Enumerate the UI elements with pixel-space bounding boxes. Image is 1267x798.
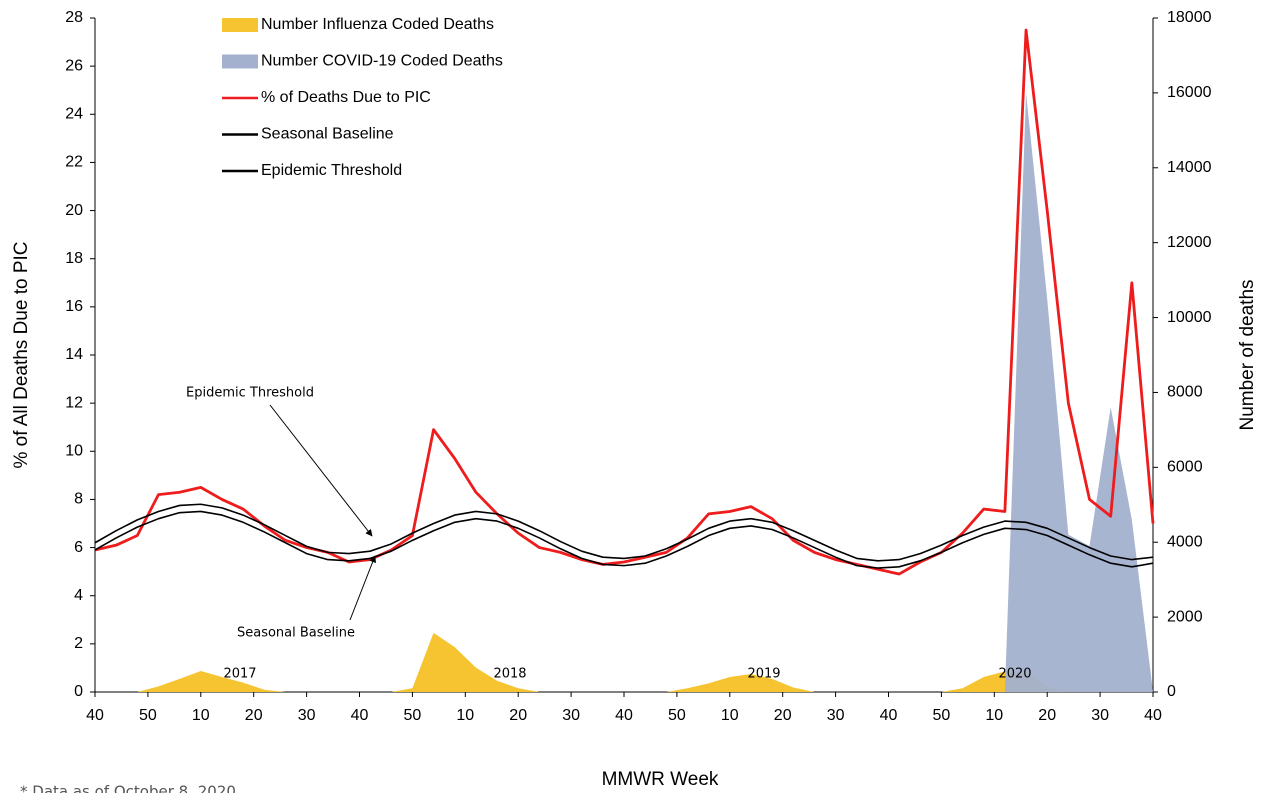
y-tick-label: 2	[74, 635, 83, 652]
x-tick-label: 50	[404, 707, 422, 724]
y2-tick-label: 8000	[1167, 384, 1203, 401]
y-tick-label: 16	[65, 298, 83, 315]
x-tick-label: 20	[774, 707, 792, 724]
legend-label: Number Influenza Coded Deaths	[261, 16, 494, 33]
x-tick-label: 10	[721, 707, 739, 724]
x-tick-label: 20	[245, 707, 263, 724]
y2-tick-label: 12000	[1167, 234, 1212, 251]
x-tick-label: 40	[351, 707, 369, 724]
x-tick-label: 10	[456, 707, 474, 724]
y-tick-label: 28	[65, 9, 83, 26]
y-tick-label: 26	[65, 57, 83, 74]
y-tick-label: 18	[65, 250, 83, 267]
y-axis-title: % of All Deaths Due to PIC	[11, 241, 32, 468]
y-tick-label: 24	[65, 106, 83, 123]
y2-tick-label: 18000	[1167, 9, 1212, 26]
plot-area: 0246810121416182022242628020004000600080…	[65, 9, 1211, 724]
line	[94, 28, 1155, 576]
y2-tick-label: 16000	[1167, 84, 1212, 101]
line	[94, 503, 1154, 562]
x-tick-label: 50	[139, 707, 157, 724]
legend-swatch	[222, 54, 258, 69]
annotation-arrow	[349, 555, 376, 621]
y-tick-label: 4	[74, 587, 83, 604]
x-tick-label: 20	[1038, 707, 1056, 724]
x-tick-label: 30	[562, 707, 580, 724]
x-tick-label: 40	[1144, 707, 1162, 724]
x-tick-label: 40	[615, 707, 633, 724]
x-tick-label: 50	[933, 707, 951, 724]
x-tick-label: 40	[880, 707, 898, 724]
x-axis-title: MMWR Week	[602, 769, 719, 790]
x-tick-label: 50	[668, 707, 686, 724]
y-tick-label: 10	[65, 443, 83, 460]
y-tick-label: 22	[65, 154, 83, 171]
area	[95, 632, 1153, 692]
y-tick-label: 14	[65, 346, 83, 363]
y2-tick-label: 4000	[1167, 533, 1203, 550]
line	[94, 510, 1154, 569]
annotation: Seasonal Baseline	[237, 626, 355, 641]
legend-label: % of Deaths Due to PIC	[261, 89, 431, 106]
y-tick-label: 12	[65, 394, 83, 411]
x-tick-label: 10	[985, 707, 1003, 724]
annotation-arrow	[269, 404, 373, 537]
footnote: * Data as of October 8, 2020	[20, 783, 236, 794]
x-tick-label: 10	[192, 707, 210, 724]
y-tick-label: 0	[74, 683, 83, 700]
y-tick-label: 6	[74, 539, 83, 556]
annotation: Epidemic Threshold	[186, 386, 314, 401]
legend-label: Epidemic Threshold	[261, 162, 402, 179]
season-label: 2020	[998, 667, 1031, 682]
y2-tick-label: 2000	[1167, 608, 1203, 625]
x-tick-label: 20	[509, 707, 527, 724]
y2-tick-label: 10000	[1167, 309, 1212, 326]
x-tick-label: 30	[298, 707, 316, 724]
y-tick-label: 20	[65, 202, 83, 219]
area	[95, 92, 1153, 692]
y2-tick-label: 14000	[1167, 159, 1212, 176]
season-label: 2018	[493, 667, 526, 682]
y2-axis-title: Number of deaths	[1237, 279, 1258, 430]
legend-swatch	[222, 18, 258, 32]
x-tick-label: 30	[1091, 707, 1109, 724]
season-label: 2017	[223, 667, 256, 682]
y2-tick-label: 0	[1167, 683, 1176, 700]
x-tick-label: 30	[827, 707, 845, 724]
legend-label: Seasonal Baseline	[261, 126, 394, 143]
y2-tick-label: 6000	[1167, 459, 1203, 476]
season-label: 2019	[747, 667, 780, 682]
x-tick-label: 40	[86, 707, 104, 724]
legend-label: Number COVID-19 Coded Deaths	[261, 53, 503, 70]
y-tick-label: 8	[74, 491, 83, 508]
